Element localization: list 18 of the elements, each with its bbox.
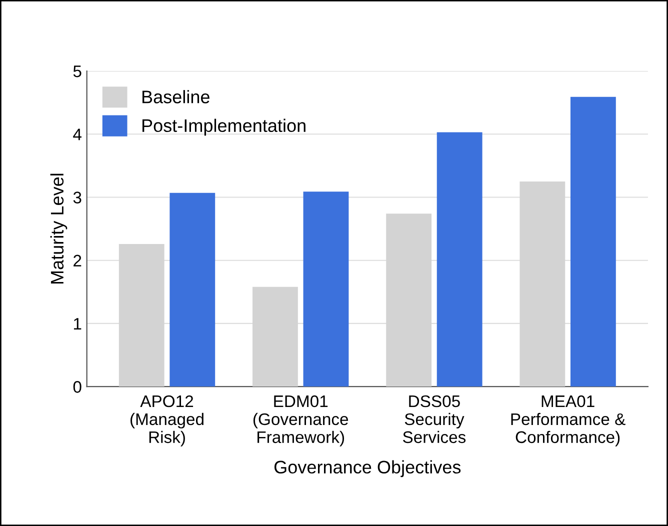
y-tick-label: 4: [73, 128, 82, 140]
y-tick-label: 2: [74, 254, 82, 266]
bar: [570, 96, 616, 387]
y-tick-label: 3: [73, 192, 82, 204]
y-axis-title: Maturity Level: [50, 174, 68, 284]
x-tick-label: DSS05 Security Services: [403, 395, 466, 444]
x-tick-label: EDM01 (Governance Framework): [253, 395, 348, 446]
x-tick-label: APO12 (Managed Risk): [130, 395, 204, 446]
bar: [436, 132, 482, 387]
legend-label: Post-Implementation: [142, 118, 306, 136]
bar: [170, 192, 216, 387]
x-tick-label: MEA01 Performamce & Conformance): [511, 395, 626, 446]
x-axis-title: Governance Objectives: [274, 460, 461, 478]
y-tick-label: 1: [74, 318, 82, 330]
y-tick-label: 0: [73, 381, 82, 393]
y-tick-label: 5: [73, 66, 82, 78]
bar: [303, 192, 349, 387]
legend-label: Baseline: [142, 90, 210, 104]
